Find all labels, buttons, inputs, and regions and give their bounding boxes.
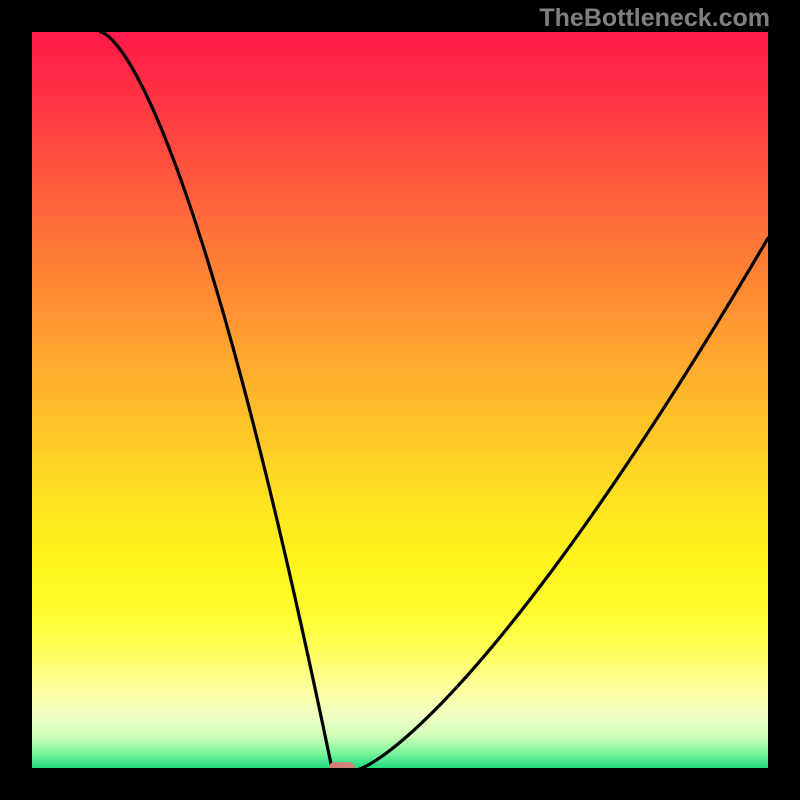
plot-background	[32, 32, 768, 768]
chart-svg	[0, 0, 800, 800]
chart-container: { "canvas": { "width": 800, "height": 80…	[0, 0, 800, 800]
watermark-text: TheBottleneck.com	[539, 4, 770, 33]
